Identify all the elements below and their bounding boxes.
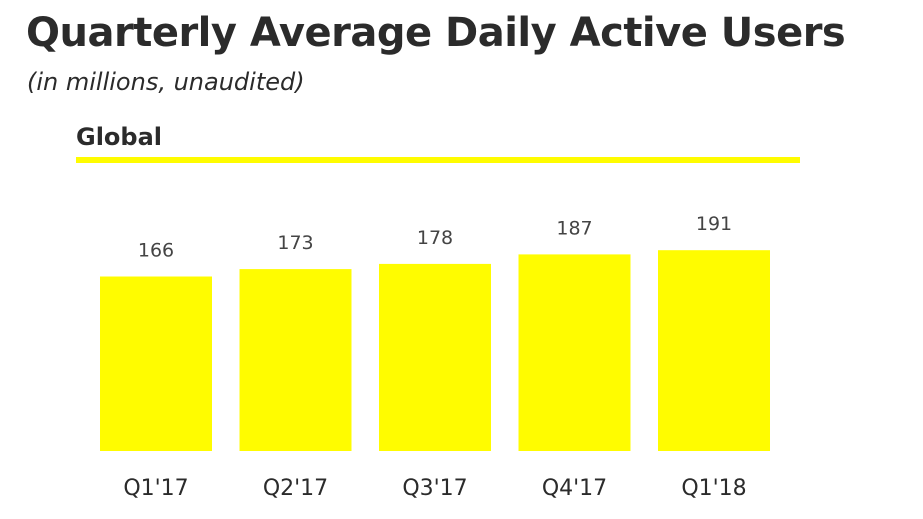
- data-label-Q2'17: 173: [277, 232, 313, 254]
- x-tick-label-Q2'17: Q2'17: [263, 476, 328, 501]
- x-tick-label-Q3'17: Q3'17: [402, 476, 467, 501]
- bar-Q3'17: [379, 263, 491, 451]
- chart-subtitle: (in millions, unaudited): [27, 68, 305, 96]
- bar-Q4'17: [518, 254, 631, 451]
- section-label-global: Global: [76, 123, 163, 151]
- bar-Q2'17: [239, 269, 352, 451]
- data-label-Q1'17: 166: [138, 240, 174, 262]
- x-tick-label-Q4'17: Q4'17: [542, 476, 607, 501]
- section-divider: [76, 157, 800, 163]
- x-tick-label-Q1'18: Q1'18: [681, 476, 746, 501]
- bar-Q1'17: [100, 276, 212, 451]
- data-label-Q4'17: 187: [556, 217, 592, 239]
- x-tick-label-Q1'17: Q1'17: [123, 476, 188, 501]
- chart-title: Quarterly Average Daily Active Users: [26, 10, 846, 56]
- data-label-Q1'18: 191: [696, 213, 732, 235]
- data-label-Q3'17: 178: [417, 227, 453, 249]
- bar-Q1'18: [658, 250, 770, 451]
